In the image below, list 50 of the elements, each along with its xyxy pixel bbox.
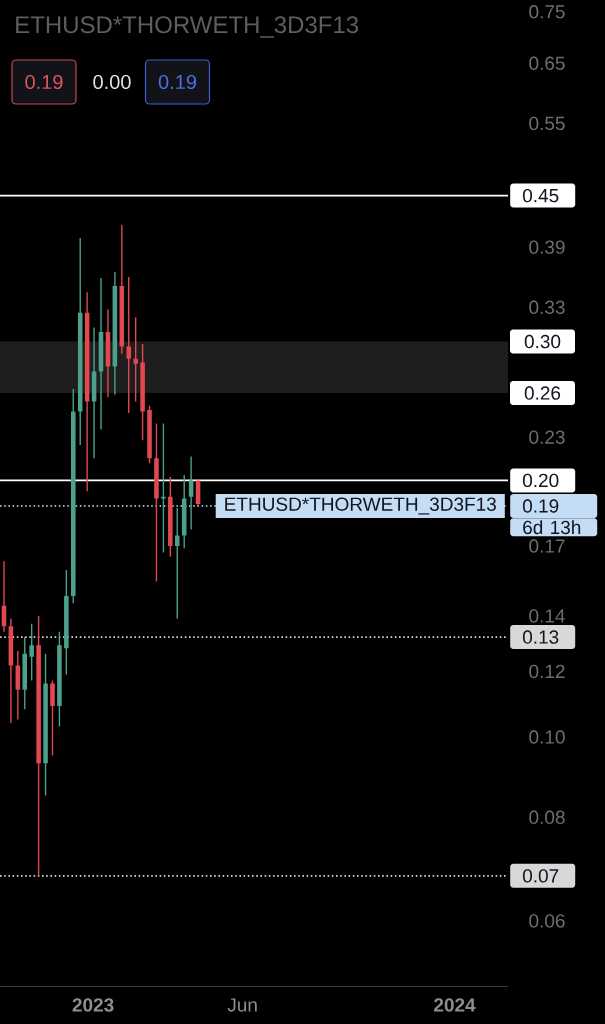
candlestick — [57, 631, 62, 727]
candlestick — [1, 561, 7, 632]
y-tick-label: 0.23 — [529, 430, 565, 444]
y-tick-label: 0.06 — [529, 914, 565, 928]
y-tick-label: 0.55 — [529, 116, 565, 131]
x-tick-label: 2023 — [72, 998, 114, 1012]
candlestick — [84, 292, 90, 492]
candlestick — [98, 277, 104, 430]
candlestick — [105, 309, 111, 398]
candlestick — [181, 475, 187, 549]
x-tick-label: 2024 — [434, 998, 476, 1012]
ref-line-label: 0.45 — [522, 188, 559, 203]
annotation: 0.19 — [158, 74, 197, 90]
candlestick — [36, 615, 41, 876]
ref-line-label: 0.19 — [522, 499, 559, 513]
y-tick-label: 0.08 — [529, 810, 565, 825]
y-tick-label: 0.39 — [529, 240, 565, 254]
y-tick-label: 0.75 — [529, 5, 565, 19]
ref-line-label: 0.07 — [522, 869, 559, 883]
candlestick — [91, 327, 97, 459]
candlestick — [168, 476, 173, 557]
ref-line-label: 0.13 — [522, 630, 559, 644]
candlestick — [188, 456, 194, 530]
candlestick — [29, 623, 34, 681]
annotation: 0.19 — [25, 74, 63, 90]
y-tick-label: 0.30 — [524, 334, 561, 349]
annotation: 0.00 — [93, 74, 131, 90]
candlestick — [147, 405, 152, 464]
y-tick-label: 0.17 — [529, 539, 565, 553]
candlestick — [64, 570, 69, 675]
candlestick — [8, 618, 14, 723]
candlestick — [112, 271, 118, 395]
text: 6d 13h — [523, 520, 581, 535]
y-tick-label: 0.65 — [529, 56, 565, 70]
candlestick — [43, 653, 48, 796]
y-tick-label: 0.26 — [524, 386, 561, 400]
text: ETHUSD*THORWETH_3D3F13 — [16, 16, 359, 38]
candlestick — [15, 650, 21, 720]
candlestick — [195, 480, 201, 506]
y-tick-label: 0.12 — [529, 664, 565, 679]
candlestick — [154, 423, 159, 582]
y-tick-label: 0.10 — [529, 730, 565, 744]
candlestick — [71, 388, 76, 604]
ref-line-label: 0.20 — [522, 473, 559, 488]
candlestick — [140, 343, 145, 441]
x-tick-label: Jun — [227, 998, 257, 1012]
y-tick-label: 0.14 — [529, 609, 565, 623]
y-tick-label: 0.33 — [529, 300, 565, 314]
candlestick — [50, 680, 55, 756]
candlestick — [22, 637, 28, 710]
